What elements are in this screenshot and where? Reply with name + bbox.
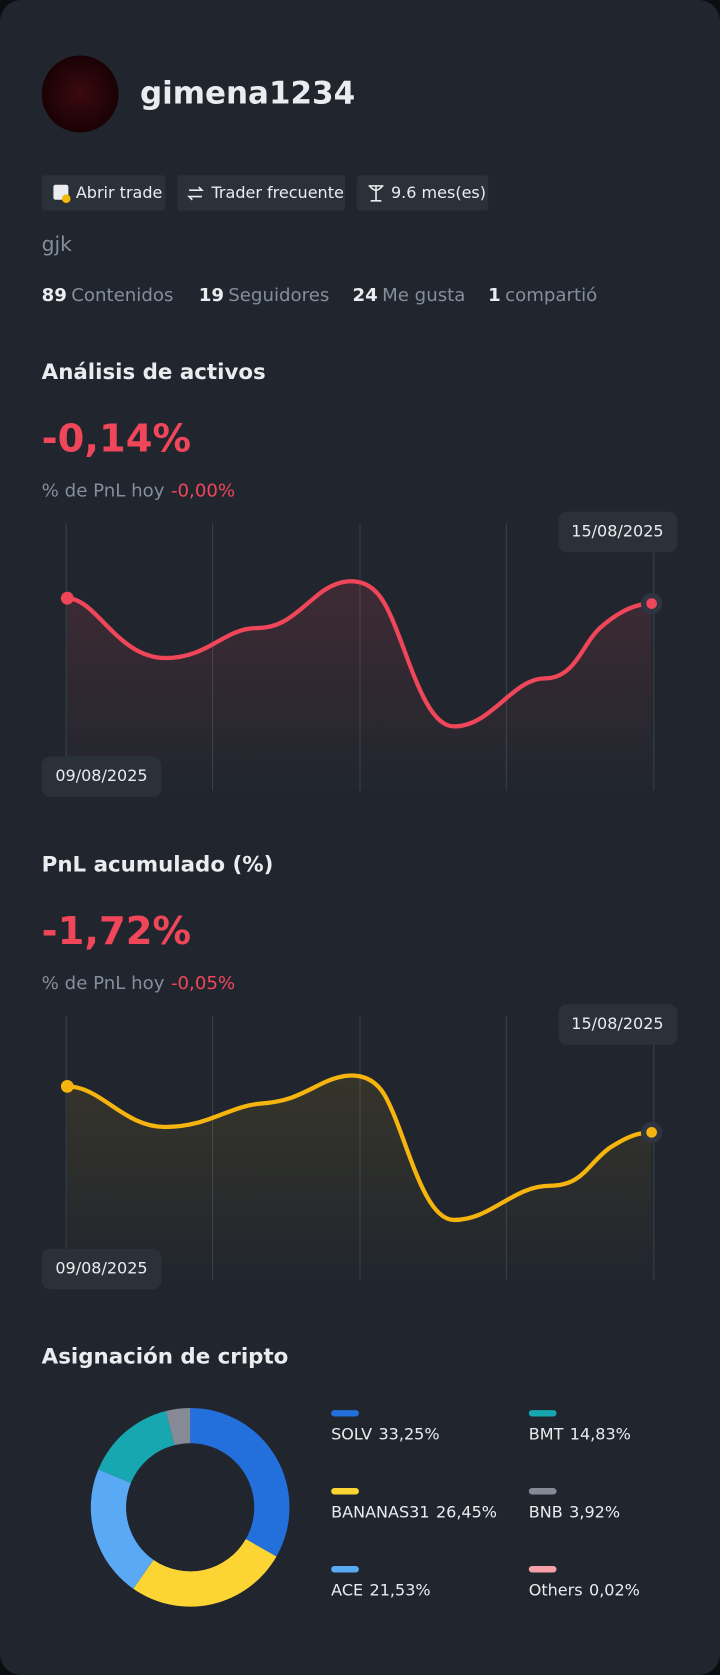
legend-entry: BANANAS31 26,45% [331,1502,497,1521]
tooltip [41,756,162,797]
pnl-today: % de PnL hoy -0,00% [42,480,236,501]
legend-entry: BMT 14,83% [529,1424,631,1443]
stat-label: Contenidos [71,285,173,306]
legend-value: 26,45% [436,1502,497,1521]
badges: Abrir trade Trader frecuente 9.6 mes(es) [41,175,489,211]
section-title: Asignación de cripto [42,1345,289,1370]
legend-swatch [528,1410,557,1417]
legend-name: Others [529,1580,583,1599]
bio: gjk [42,232,73,256]
legend-value: 0,02% [589,1580,640,1599]
tooltip [558,511,678,553]
legend-swatch [528,1566,557,1573]
line [67,1073,652,1223]
badge [356,175,489,211]
legend-name: SOLV [331,1424,372,1443]
legend: SOLV 33,25% BANANAS31 26,45% ACE 21,53% BMT 14,… [331,1410,640,1599]
pnl-today-value: -0,00% [171,480,235,501]
end-date: 15/08/2025 [571,1014,663,1033]
legend-name: BANANAS31 [331,1502,429,1521]
badge-text: Abrir trade [76,183,163,202]
legend-swatch [331,1410,359,1417]
donut [90,1407,290,1607]
pnl-value: -0,14% [42,417,191,462]
legend-value: 3,92% [569,1502,620,1521]
area [67,1075,652,1280]
badge-icon [368,185,384,202]
stat-label: Me gusta [382,285,465,306]
legend-swatch [331,1566,359,1573]
start-date: 09/08/2025 [55,766,147,785]
stat-value: 24 [353,285,378,306]
legend-entry: SOLV 33,25% [331,1424,439,1443]
area [67,581,652,791]
legend-name: BNB [529,1502,563,1521]
pnl-today-value: -0,05% [171,973,235,994]
pnl-value: -1,72% [42,909,191,954]
stats: 89 Contenidos 19 Seguidores 24 Me gusta 1 co… [42,285,598,306]
end-date: 15/08/2025 [571,521,663,540]
legend-name: ACE [331,1580,363,1599]
pnl-today: % de PnL hoy -0,05% [42,973,236,994]
pnl-today-label: % de PnL hoy [42,973,165,994]
stat-label: compartió [505,285,597,306]
legend-name: BMT [529,1424,564,1443]
badge [41,175,166,211]
badge-text: 9.6 mes(es) [391,183,486,202]
legend-value: 21,53% [370,1580,431,1599]
start-date: 09/08/2025 [55,1259,147,1278]
donut-slice [90,1469,154,1589]
donut-slice [98,1410,175,1483]
username: gimena1234 [140,76,355,112]
donut-slice [190,1407,290,1557]
badge-icon [187,186,204,201]
legend-value: 14,83% [570,1424,631,1443]
legend-swatch [528,1488,557,1495]
legend-entry: BNB 3,92% [529,1502,620,1521]
stat-value: 19 [199,285,224,306]
pnl-today-label: % de PnL hoy [42,480,165,501]
legend-entry: ACE 21,53% [331,1580,430,1599]
stat-value: 89 [42,285,67,306]
stat-label: Seguidores [228,285,329,306]
badge [177,175,346,211]
end-dot [646,598,657,609]
end-dot [646,1126,657,1138]
stat-value: 1 [488,285,501,306]
section-title: Análisis de activos [42,360,266,385]
section-title: PnL acumulado (%) [42,852,274,877]
avatar[interactable] [41,55,119,133]
badge-icon [61,194,71,203]
start-dot [60,1079,74,1093]
donut-slice [133,1539,277,1607]
legend-swatch [331,1488,359,1495]
legend-value: 33,25% [378,1424,439,1443]
start-dot [60,591,74,605]
donut-slice [165,1407,191,1446]
tooltip [558,1004,678,1045]
badge-text: Trader frecuente [211,183,344,202]
line [67,579,652,729]
tooltip [41,1248,162,1290]
legend-entry: Others 0,02% [529,1580,640,1599]
